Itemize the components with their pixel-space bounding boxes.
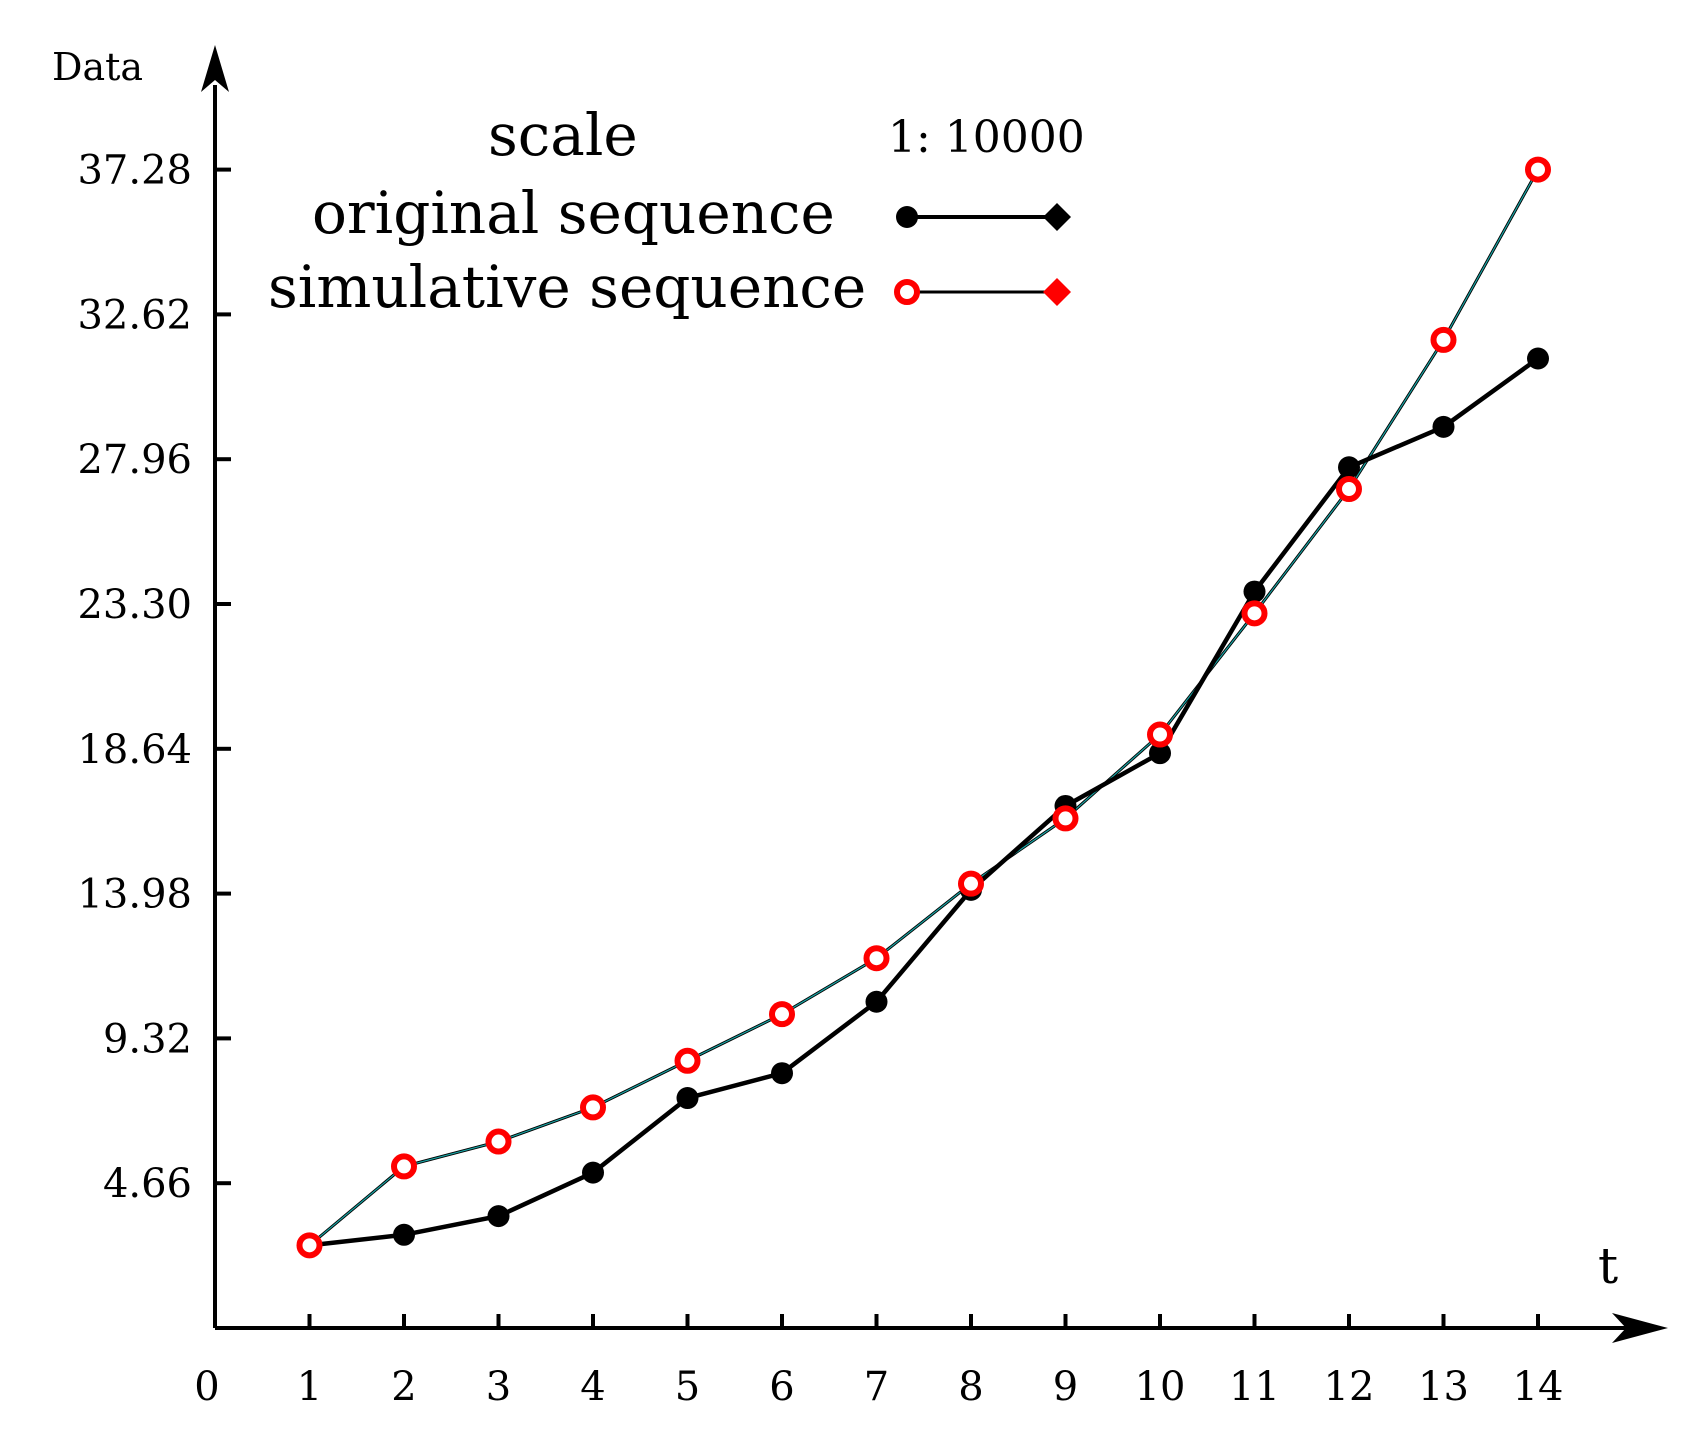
x-tick-label: 1 (297, 1364, 322, 1410)
x-tick-label: 8 (958, 1364, 983, 1410)
x-axis-arrow (1612, 1313, 1668, 1343)
x-axis-title: t (1598, 1237, 1618, 1295)
x-ticks: 0 1 2 3 4 5 6 7 8 9 10 11 12 13 14 (194, 1314, 1563, 1410)
point-simulative-sequence (391, 1153, 417, 1180)
point-simulative-sequence (863, 945, 890, 972)
x-tick-label: 7 (864, 1364, 889, 1410)
point-original-sequence (582, 1161, 604, 1184)
x-tick-label: 0 (194, 1364, 219, 1410)
point-simulative-sequence (674, 1047, 701, 1074)
y-tick-label: 13.98 (77, 872, 192, 918)
y-tick-label: 23.30 (77, 582, 192, 628)
x-tick-label: 14 (1513, 1364, 1564, 1410)
y-tick-label: 18.64 (77, 727, 192, 773)
point-original-sequence (1338, 456, 1360, 479)
point-simulative-sequence (1336, 476, 1362, 503)
axes (201, 45, 1668, 1343)
point-original-sequence (1149, 742, 1171, 765)
scale-label: scale (488, 101, 638, 169)
point-simulative-sequence (296, 1232, 323, 1259)
y-tick-label: 27.96 (77, 437, 192, 483)
legend-marker-simulative-end (1043, 278, 1071, 306)
x-tick-label: 12 (1324, 1364, 1375, 1410)
legend-marker-simulative-start (894, 279, 920, 305)
x-tick-label: 4 (580, 1364, 605, 1410)
point-simulative-sequence (958, 870, 984, 897)
legend: scale 1: 10000 original sequence simulat… (268, 101, 1085, 321)
point-original-sequence (393, 1223, 415, 1246)
point-simulative-sequence (769, 1001, 795, 1028)
point-original-sequence (676, 1087, 699, 1110)
legend-label-simulative-sequence: simulative sequence (268, 253, 866, 321)
point-simulative-sequence (580, 1094, 606, 1121)
y-tick-label: 37.28 (77, 148, 192, 194)
x-tick-label: 9 (1053, 1364, 1078, 1410)
y-tick-label: 9.32 (103, 1016, 192, 1062)
point-simulative-sequence (1525, 156, 1551, 183)
legend-marker-original-start (896, 206, 918, 228)
x-tick-label: 13 (1418, 1364, 1469, 1410)
point-simulative-sequence (1052, 805, 1079, 832)
point-simulative-sequence (1430, 326, 1457, 353)
point-original-sequence (771, 1062, 793, 1085)
x-tick-label: 11 (1229, 1364, 1280, 1410)
y-ticks: 4.66 9.32 13.98 18.64 23.30 27.96 32.62 37.28 (77, 148, 231, 1207)
point-original-sequence (487, 1205, 510, 1228)
x-tick-label: 3 (486, 1364, 511, 1410)
legend-label-original-sequence: original sequence (312, 179, 835, 247)
x-tick-label: 2 (391, 1364, 416, 1410)
series-layer (296, 156, 1551, 1259)
x-tick-label: 5 (675, 1364, 700, 1410)
legend-marker-original-end (1043, 203, 1071, 231)
x-tick-label: 6 (769, 1364, 794, 1410)
point-original-sequence (1243, 580, 1266, 603)
series-line-highlight-simulative-sequence (309, 169, 1539, 1246)
series-line-original-sequence (309, 356, 1540, 1248)
point-simulative-sequence (1147, 721, 1173, 748)
y-axis-arrow (201, 45, 229, 92)
point-original-sequence (1527, 347, 1549, 370)
point-simulative-sequence (485, 1128, 512, 1155)
point-simulative-sequence (1241, 600, 1268, 627)
y-axis-title: Data (52, 45, 143, 89)
y-tick-label: 32.62 (77, 292, 192, 338)
point-original-sequence (865, 990, 888, 1013)
series-line-simulative-sequence (308, 168, 1540, 1247)
y-tick-label: 4.66 (103, 1161, 192, 1207)
scale-value: 1: 10000 (888, 112, 1085, 163)
x-tick-label: 10 (1135, 1364, 1186, 1410)
point-original-sequence (1432, 415, 1455, 438)
